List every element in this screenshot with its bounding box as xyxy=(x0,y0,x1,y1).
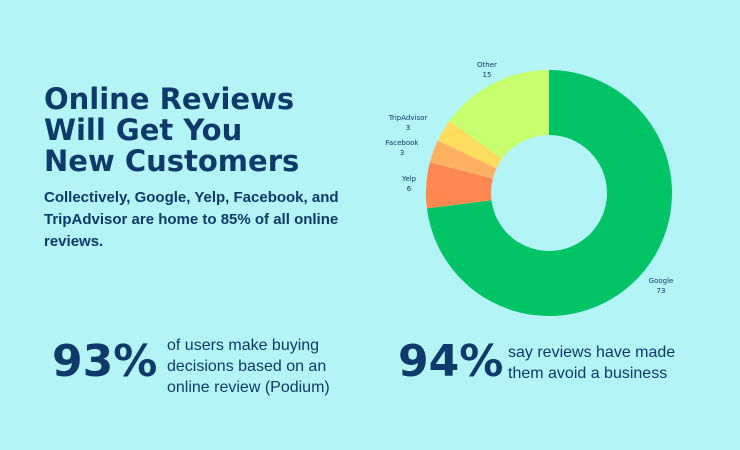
title-line-3: New Customers xyxy=(44,144,300,178)
title-line-2: Will Get You xyxy=(44,113,243,147)
slice-tripadvisor xyxy=(437,120,503,169)
slice-other xyxy=(449,70,549,159)
slice-value-other: 15 xyxy=(483,71,492,79)
page-title: Online Reviews Will Get You New Customer… xyxy=(44,84,299,177)
stat-94-text: say reviews have made them avoid a busin… xyxy=(508,344,676,382)
slice-label-facebook: Facebook xyxy=(386,139,420,147)
slice-yelp xyxy=(426,162,493,209)
subtitle: Collectively, Google, Yelp, Facebook, an… xyxy=(44,189,339,250)
title-line-1: Online Reviews xyxy=(44,82,295,116)
slice-value-facebook: 3 xyxy=(400,149,404,157)
slice-label-other: Other xyxy=(477,61,497,69)
stat-93-text: of users make buying decisions based on … xyxy=(167,337,330,396)
slice-value-google: 73 xyxy=(657,287,666,295)
stat-93-value: 93% xyxy=(52,336,158,387)
slice-label-google: Google xyxy=(649,277,674,285)
slice-value-yelp: 6 xyxy=(407,185,412,193)
stat-94-value: 94% xyxy=(398,336,504,387)
slice-label-yelp: Yelp xyxy=(401,175,417,183)
slice-label-tripadvisor: TripAdvisor xyxy=(388,114,428,122)
slice-value-tripadvisor: 3 xyxy=(406,124,410,132)
slice-facebook xyxy=(429,140,497,179)
slice-google xyxy=(426,70,672,316)
